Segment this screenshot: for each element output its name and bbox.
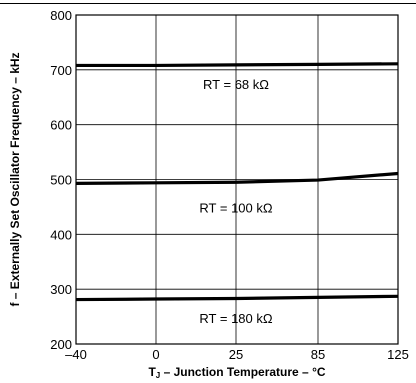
y-tick-label: 400 <box>50 227 72 242</box>
y-tick-label: 200 <box>50 337 72 352</box>
curve-label-1: RT = 68 kΩ <box>203 77 269 92</box>
top-rule <box>0 3 416 4</box>
curve-labels-layer: RT = 68 kΩ RT = 100 kΩ RT = 180 kΩ <box>199 77 272 326</box>
chart-grid <box>76 15 398 344</box>
series-layer <box>75 62 399 302</box>
x-tick-label: 0 <box>152 347 159 362</box>
series-line-3 <box>75 294 399 302</box>
y-tick-label: 600 <box>50 118 72 133</box>
x-axis-title: TJ – Junction Temperature – °C <box>148 365 325 380</box>
y-tick-label: 300 <box>50 282 72 297</box>
curve-label-3: RT = 180 kΩ <box>199 311 272 326</box>
x-tick-label: 125 <box>387 347 409 362</box>
series-line-2 <box>75 171 399 185</box>
x-axis-title-main: T <box>148 365 156 379</box>
x-axis-title-sub: J <box>156 371 160 380</box>
y-tick-label: 700 <box>50 63 72 78</box>
y-tick-label: 500 <box>50 173 72 188</box>
x-axis-title-rest: – Junction Temperature – °C <box>160 365 326 379</box>
y-tick-label: 800 <box>50 8 72 23</box>
plot-frame <box>75 14 399 345</box>
y-axis-title: f – Externally Set Oscillator Frequency … <box>8 52 22 306</box>
ticks-layer: 200 300 400 500 600 700 800 –40 0 25 85 125 <box>50 8 409 362</box>
x-tick-label: 25 <box>229 347 243 362</box>
series-line-1 <box>76 62 399 68</box>
x-tick-label: 85 <box>311 347 325 362</box>
curve-label-2: RT = 100 kΩ <box>199 200 272 215</box>
x-tick-label: –40 <box>65 347 87 362</box>
